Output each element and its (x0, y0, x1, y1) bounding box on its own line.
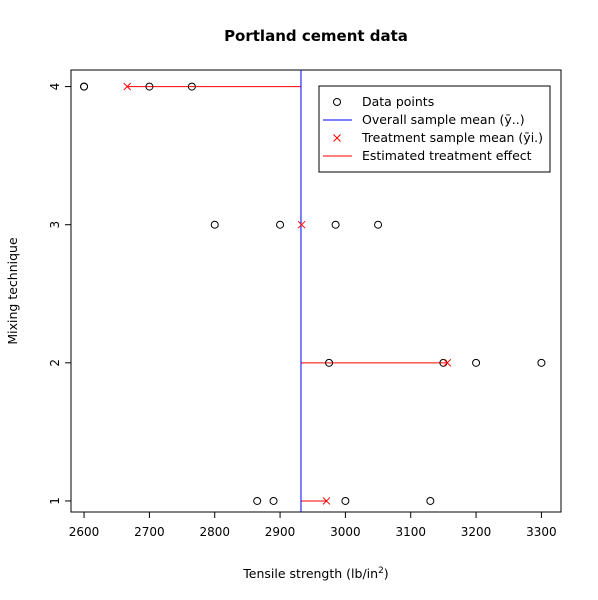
y-axis: 1 2 3 4 (48, 83, 71, 505)
legend: Data points Overall sample mean (ȳ..) Tr… (318, 85, 551, 173)
data-point (426, 496, 435, 505)
x-tick-label: 3300 (526, 525, 557, 539)
y-tick-label: 4 (48, 83, 62, 91)
legend-label: Estimated treatment effect (362, 148, 532, 163)
data-point (537, 358, 546, 367)
data-point (472, 358, 481, 367)
treatment-mean-marker (443, 358, 452, 367)
data-point (374, 220, 383, 229)
data-point (269, 496, 278, 505)
legend-entry-data-points: Data points (333, 94, 434, 109)
data-point (145, 82, 154, 91)
x-tick-label: 3100 (395, 525, 426, 539)
chart-title: Portland cement data (224, 27, 408, 45)
legend-label: Treatment sample mean (ȳi.) (361, 130, 543, 145)
x-tick-label: 3000 (330, 525, 361, 539)
data-point (331, 220, 340, 229)
legend-entry-overall-mean: Overall sample mean (ȳ..) (323, 112, 525, 127)
treatment-mean-marker (123, 82, 132, 91)
y-tick-label: 1 (48, 497, 62, 505)
data-point (341, 496, 350, 505)
treatment-mean-marker (322, 497, 331, 505)
x-tick-label: 2700 (134, 525, 165, 539)
x-tick-label: 2800 (199, 525, 230, 539)
data-point (80, 82, 89, 91)
x-tick-label: 2600 (69, 525, 100, 539)
plot-frame (70, 69, 562, 513)
legend-label: Overall sample mean (ȳ..) (362, 112, 525, 127)
y-tick-label: 3 (48, 221, 62, 229)
data-point (325, 358, 334, 367)
x-axis: 2600 2700 2800 2900 3000 3100 3200 3300 (69, 512, 557, 539)
x-tick-label: 2900 (265, 525, 296, 539)
legend-entry-treatment-mean: Treatment sample mean (ȳi.) (333, 130, 543, 145)
treatment-mean-marker (297, 220, 306, 229)
y-axis-label: Mixing technique (5, 237, 20, 345)
legend-cross-marker (333, 134, 341, 142)
data-points (80, 82, 546, 505)
legend-entry-treatment-effect: Estimated treatment effect (323, 148, 532, 163)
x-axis-label: Tensile strength (lb/in2) (242, 566, 388, 581)
x-tick-label: 3200 (461, 525, 492, 539)
data-point (253, 496, 262, 505)
y-tick-label: 2 (48, 359, 62, 367)
data-point (210, 220, 219, 229)
treatment-mean-markers (123, 82, 452, 505)
legend-label: Data points (362, 94, 434, 109)
data-point (276, 220, 285, 229)
legend-circle-marker (333, 98, 341, 106)
data-point (187, 82, 196, 91)
legend-box (318, 85, 551, 173)
